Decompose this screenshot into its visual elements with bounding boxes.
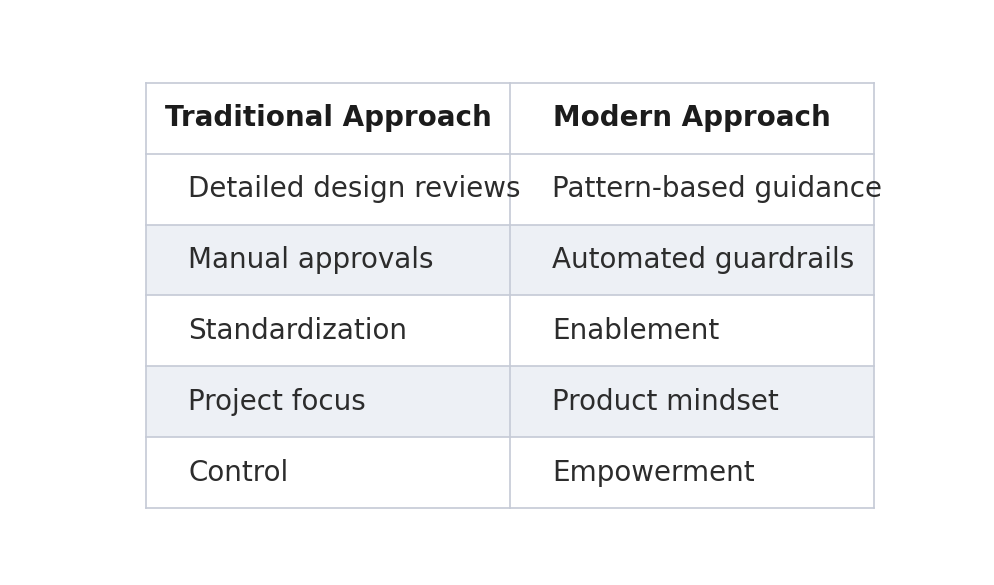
Text: Product mindset: Product mindset (552, 388, 778, 416)
Text: Control: Control (188, 459, 288, 487)
Bar (146, 366, 873, 437)
Text: Modern Approach: Modern Approach (553, 104, 830, 132)
Text: Manual approvals: Manual approvals (188, 246, 433, 274)
Bar (146, 83, 873, 154)
Bar (146, 225, 873, 295)
Text: Project focus: Project focus (188, 388, 366, 416)
Text: Enablement: Enablement (552, 317, 719, 345)
Text: Traditional Approach: Traditional Approach (164, 104, 491, 132)
Text: Pattern-based guidance: Pattern-based guidance (552, 175, 882, 203)
Bar (146, 295, 873, 366)
Bar (146, 437, 873, 508)
Text: Automated guardrails: Automated guardrails (552, 246, 854, 274)
Text: Standardization: Standardization (188, 317, 407, 345)
Text: Detailed design reviews: Detailed design reviews (188, 175, 520, 203)
Bar (146, 154, 873, 225)
Text: Empowerment: Empowerment (552, 459, 754, 487)
